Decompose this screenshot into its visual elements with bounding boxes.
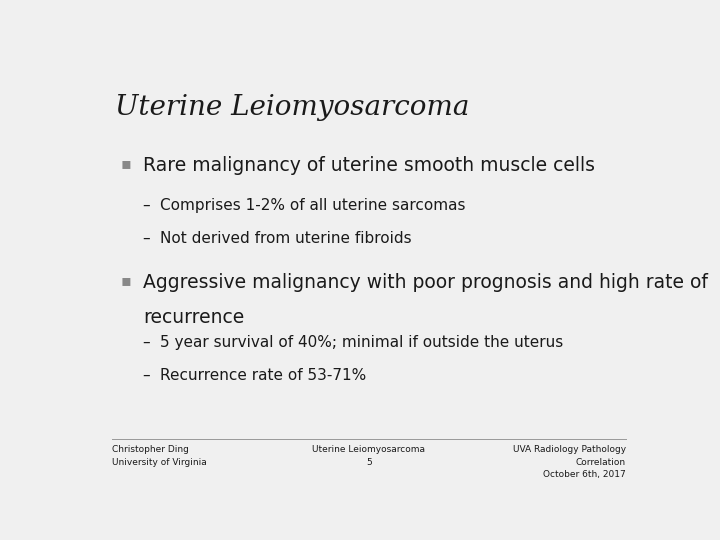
Text: Uterine Leiomyosarcoma: Uterine Leiomyosarcoma [115,94,469,121]
Text: –: – [143,231,156,246]
Text: Christopher Ding
University of Virginia: Christopher Ding University of Virginia [112,446,207,467]
Text: –: – [143,335,156,350]
Text: Not derived from uterine fibroids: Not derived from uterine fibroids [160,231,411,246]
Text: Rare malignancy of uterine smooth muscle cells: Rare malignancy of uterine smooth muscle… [143,156,595,176]
Text: Recurrence rate of 53-71%: Recurrence rate of 53-71% [160,368,366,383]
Text: ▪: ▪ [121,156,132,171]
Text: ▪: ▪ [121,273,132,288]
Text: recurrence: recurrence [143,308,244,327]
Text: 5 year survival of 40%; minimal if outside the uterus: 5 year survival of 40%; minimal if outsi… [160,335,563,350]
Text: UVA Radiology Pathology
Correlation
October 6th, 2017: UVA Radiology Pathology Correlation Octo… [513,446,626,480]
Text: Uterine Leiomyosarcoma
5: Uterine Leiomyosarcoma 5 [312,446,426,467]
Text: Aggressive malignancy with poor prognosis and high rate of: Aggressive malignancy with poor prognosi… [143,273,708,292]
Text: Comprises 1-2% of all uterine sarcomas: Comprises 1-2% of all uterine sarcomas [160,198,465,213]
Text: –: – [143,368,156,383]
Text: –: – [143,198,156,213]
